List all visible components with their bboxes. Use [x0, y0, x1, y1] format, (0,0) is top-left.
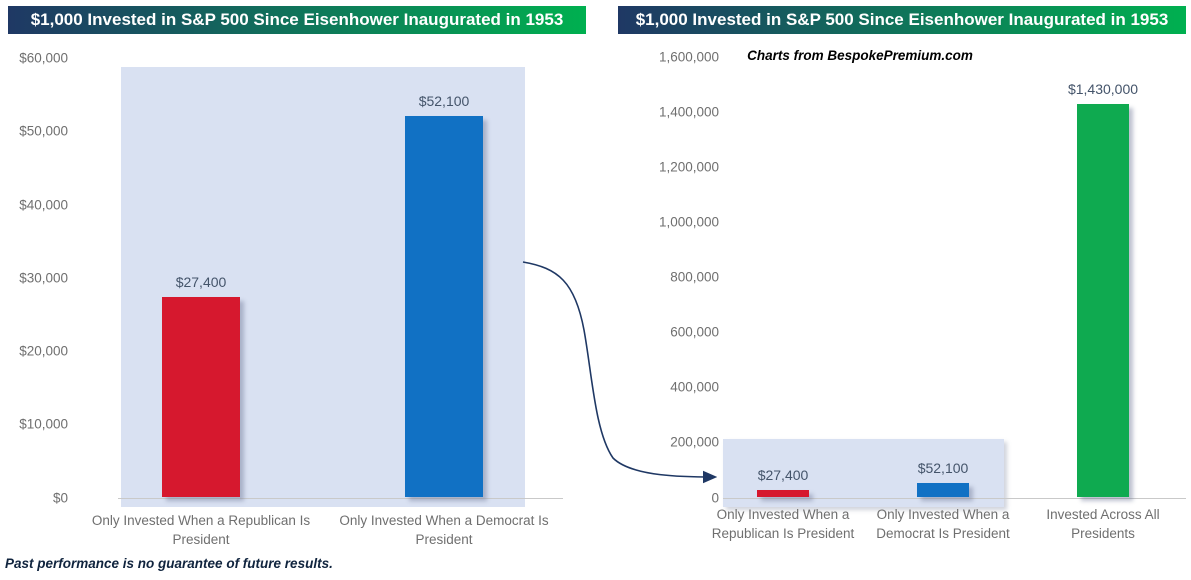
- category-label-line: Only Invested When a Democrat Is: [339, 513, 549, 528]
- y-tick-label: 1,000,000: [658, 214, 719, 230]
- y-tick-label: 1,600,000: [658, 49, 719, 65]
- y-tick-label: $10,000: [19, 416, 68, 432]
- y-tick-label: $30,000: [19, 270, 68, 286]
- category-label: Invested Across All Presidents: [1046, 505, 1159, 543]
- data-label: $27,400: [175, 273, 227, 290]
- category-label: Only Invested When a Republican Is Presid…: [712, 505, 855, 543]
- y-tick-label: 0: [711, 490, 719, 505]
- y-tick-label: $0: [52, 490, 68, 505]
- bar-democrat: [405, 115, 483, 498]
- category-label: Only Invested When a Democrat Is Presiden…: [339, 511, 548, 549]
- category-label-line: Invested Across All: [1046, 507, 1160, 522]
- chart-title-right: $1,000 Invested in S&P 500 Since Eisenho…: [618, 6, 1186, 34]
- y-tick-label: $60,000: [19, 50, 68, 66]
- category-label-line: Republican Is President: [711, 526, 855, 541]
- category-label-line: Only Invested When a Republican Is: [91, 513, 311, 528]
- category-label-line: Only Invested When a: [716, 507, 850, 522]
- category-label-line: President: [415, 532, 473, 547]
- bar-all-presidents: [1077, 103, 1129, 498]
- category-label: Only Invested When a Republican Is Presid…: [92, 511, 310, 549]
- x-axis-line: [118, 497, 563, 499]
- y-tick-label: 600,000: [670, 324, 719, 340]
- y-tick-label: $40,000: [19, 197, 68, 212]
- bar-democrat: [917, 483, 969, 498]
- category-label: Only Invested When a Democrat Is Presiden…: [876, 505, 1010, 543]
- y-tick-label: 200,000: [670, 434, 719, 450]
- category-label-line: Presidents: [1071, 526, 1135, 541]
- data-label: $27,400: [757, 466, 809, 483]
- y-tick-label: 1,200,000: [658, 159, 719, 175]
- y-tick-label: 1,400,000: [658, 104, 719, 120]
- data-label: $52,100: [418, 92, 470, 109]
- y-tick-label: $50,000: [19, 123, 68, 139]
- y-tick-label: 400,000: [670, 379, 719, 395]
- category-label-line: Democrat Is President: [876, 526, 1010, 541]
- y-tick-label: $20,000: [19, 343, 68, 359]
- footer-note: Past performance is no guarantee of futu…: [5, 556, 333, 571]
- x-axis-line: [723, 497, 1186, 499]
- bar-republican: [162, 296, 240, 498]
- category-label-line: Only Invested When a: [876, 507, 1010, 522]
- bar-republican: [757, 489, 809, 498]
- data-label: $1,430,000: [1067, 80, 1139, 97]
- chart-title-left: $1,000 Invested in S&P 500 Since Eisenho…: [8, 6, 586, 34]
- y-tick-label: 800,000: [670, 269, 719, 285]
- data-label: $52,100: [917, 460, 969, 477]
- category-label-line: President: [172, 532, 230, 547]
- chart-source-credit: Charts from BespokePremium.com: [747, 48, 973, 63]
